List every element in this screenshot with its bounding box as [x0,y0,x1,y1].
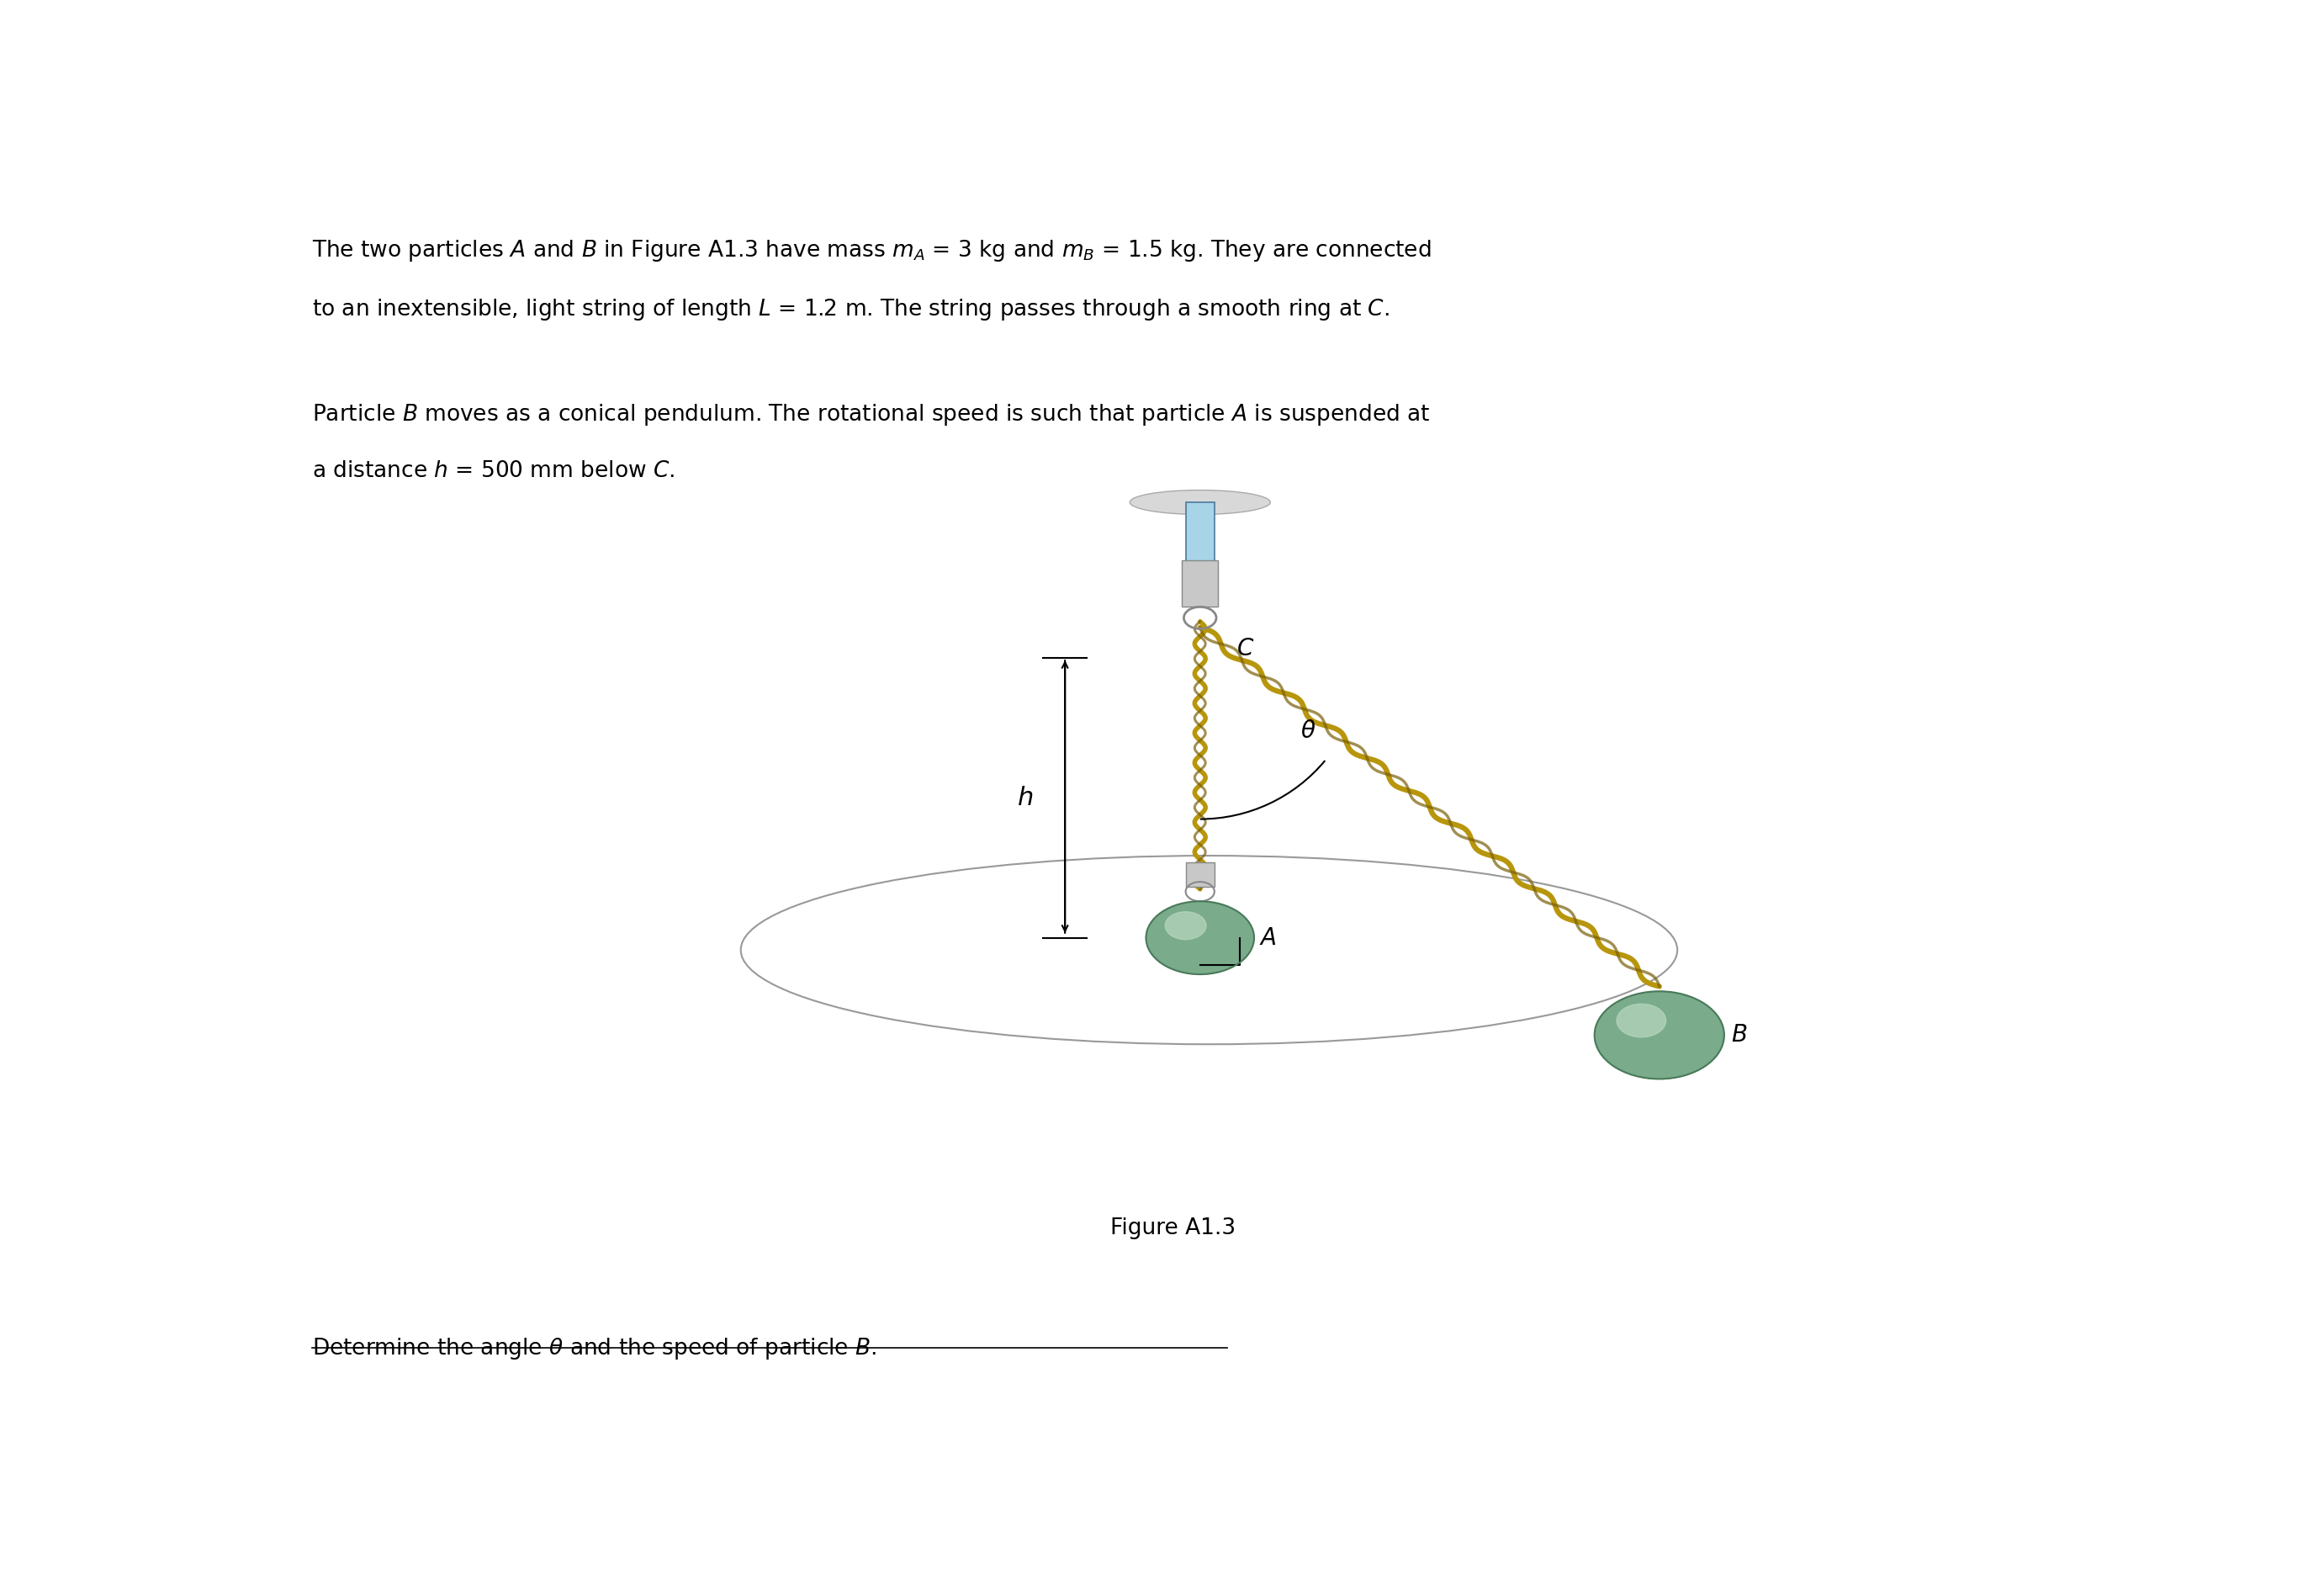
Bar [1185,863,1215,886]
Text: a distance $\mathit{h}$ = 500 mm below $\mathit{C}$.: a distance $\mathit{h}$ = 500 mm below $… [311,460,674,482]
Text: Particle $\mathit{B}$ moves as a conical pendulum. The rotational speed is such : Particle $\mathit{B}$ moves as a conical… [311,401,1429,427]
Text: The two particles $\mathit{A}$ and $\mathit{B}$ in Figure A1.3 have mass $m_A$ =: The two particles $\mathit{A}$ and $\mat… [311,239,1432,264]
Text: $\theta$: $\theta$ [1301,719,1315,743]
Circle shape [1618,1003,1666,1036]
Text: $\mathit{h}$: $\mathit{h}$ [1018,785,1034,811]
Bar [1185,502,1215,562]
Text: $\mathit{B}$: $\mathit{B}$ [1731,1024,1748,1048]
Circle shape [1164,912,1206,940]
Circle shape [1146,901,1255,975]
Bar [1183,561,1218,607]
Text: $\mathit{A}$: $\mathit{A}$ [1260,926,1276,950]
Ellipse shape [1129,490,1271,515]
Text: to an inextensible, light string of length $\mathit{L}$ = 1.2 m. The string pass: to an inextensible, light string of leng… [311,297,1390,322]
Circle shape [1594,991,1724,1079]
Text: $\mathit{C}$: $\mathit{C}$ [1236,637,1255,660]
Text: Determine the angle $\theta$ and the speed of particle $\mathit{B}$.: Determine the angle $\theta$ and the spe… [311,1335,876,1360]
Text: Figure A1.3: Figure A1.3 [1111,1218,1236,1239]
